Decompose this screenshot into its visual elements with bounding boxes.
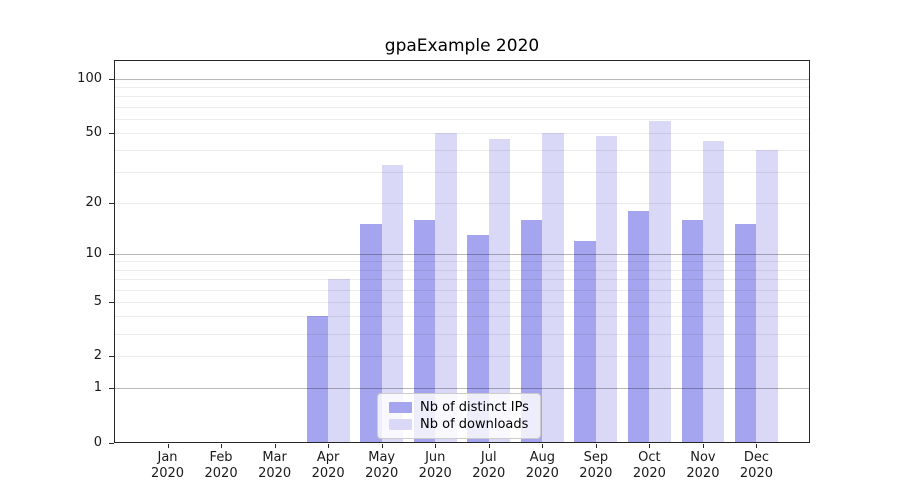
legend-swatch-distinct-ips (389, 402, 412, 413)
legend-label-distinct-ips: Nb of distinct IPs (420, 400, 529, 415)
x-tick-mark (381, 444, 383, 448)
x-tick-mark (274, 444, 276, 448)
x-tick-mark (542, 444, 544, 448)
bar (328, 278, 350, 443)
bar (435, 132, 457, 443)
x-tick-mark (702, 444, 704, 448)
x-tick-label: Apr 2020 (311, 450, 345, 481)
x-tick-label: Dec 2020 (739, 450, 773, 481)
y-tick-mark (109, 388, 114, 390)
legend: Nb of distinct IPs Nb of downloads (377, 393, 541, 439)
x-tick-label: Jun 2020 (418, 450, 452, 481)
x-tick-label: May 2020 (365, 450, 399, 481)
x-tick-mark (488, 444, 490, 448)
legend-swatch-downloads (389, 419, 412, 430)
y-tick-mark (109, 253, 114, 255)
bar (360, 224, 382, 443)
y-tick-label: 10 (85, 245, 102, 261)
y-tick-mark (109, 356, 114, 358)
x-tick-label: Mar 2020 (258, 450, 292, 481)
bar (306, 316, 329, 443)
y-tick-mark (109, 301, 114, 303)
bar (702, 141, 725, 443)
bar (735, 224, 757, 443)
x-tick-mark (221, 444, 223, 448)
x-tick-mark (595, 444, 597, 448)
bar (649, 121, 671, 443)
y-tick-label: 100 (77, 71, 102, 86)
y-tick-mark (109, 132, 114, 134)
bar (574, 240, 596, 443)
bar (542, 132, 564, 443)
bars-layer (114, 60, 810, 443)
x-tick-label: Oct 2020 (632, 450, 666, 481)
bar (381, 164, 404, 443)
legend-item-distinct-ips: Nb of distinct IPs (389, 399, 529, 416)
bar (595, 136, 618, 443)
x-tick-mark (167, 444, 169, 448)
x-tick-label: Jul 2020 (472, 450, 506, 481)
x-tick-label: Aug 2020 (525, 450, 559, 481)
bar (681, 219, 703, 443)
bar (467, 234, 489, 443)
x-tick-label: Nov 2020 (686, 450, 720, 481)
bar (488, 139, 511, 443)
y-tick-label: 2 (93, 348, 102, 364)
bar (520, 219, 543, 443)
x-tick-label: Feb 2020 (204, 450, 238, 481)
y-tick-label: 0 (93, 435, 102, 450)
legend-item-downloads: Nb of downloads (389, 416, 529, 433)
y-tick-mark (109, 202, 114, 204)
x-tick-label: Jan 2020 (150, 450, 185, 481)
bar (756, 150, 778, 443)
x-tick-mark (756, 444, 758, 448)
y-tick-label: 20 (85, 194, 102, 210)
x-tick-mark (328, 444, 330, 448)
y-tick-mark (109, 79, 114, 80)
x-tick-label: Sep 2020 (579, 450, 613, 481)
y-tick-label: 5 (93, 293, 102, 309)
legend-label-downloads: Nb of downloads (420, 417, 529, 432)
x-tick-mark (649, 444, 651, 448)
x-tick-mark (435, 444, 437, 448)
bar (627, 210, 650, 443)
bar (413, 219, 436, 443)
chart-title: gpaExample 2020 (384, 36, 540, 56)
y-tick-label: 50 (85, 124, 102, 140)
y-tick-label: 1 (93, 380, 102, 396)
y-tick-mark (109, 443, 114, 444)
